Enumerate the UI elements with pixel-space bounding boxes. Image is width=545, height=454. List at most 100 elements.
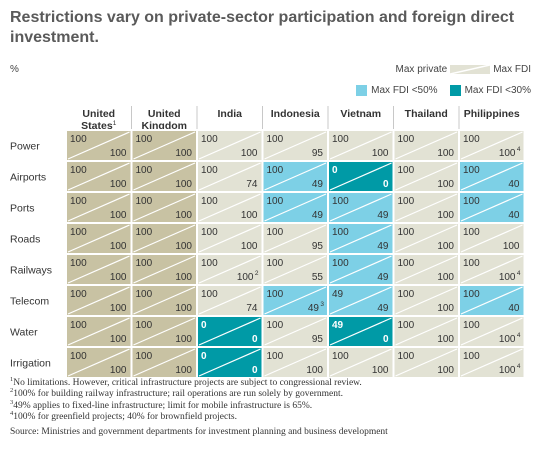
cell-diagonal — [329, 193, 392, 222]
cell-max-fdi: 100 — [437, 148, 454, 159]
cell-max-private: 100 — [201, 134, 218, 145]
cell-diagonal — [198, 255, 261, 284]
cell-diagonal — [264, 224, 327, 253]
cell-max-fdi: 100 — [372, 365, 389, 376]
legend-private-fdi: Max private Max FDI — [396, 64, 531, 75]
cell-max-private: 100 — [398, 134, 415, 145]
cell-diagonal — [395, 317, 458, 346]
legend-private-label: Max private — [395, 64, 448, 75]
cell-diagonal — [460, 131, 523, 160]
cell-diagonal — [67, 255, 130, 284]
row-label: Ports — [10, 203, 35, 215]
cell-max-fdi: 100 — [437, 303, 454, 314]
cell-max-private: 100 — [332, 227, 349, 238]
cell-max-fdi: 100 — [175, 210, 192, 221]
cell-max-private: 100 — [267, 134, 284, 145]
cell-max-private: 100 — [398, 196, 415, 207]
cell-max-private: 100 — [463, 289, 480, 300]
cell-max-fdi: 100 — [499, 272, 516, 283]
cell-max-private: 100 — [398, 258, 415, 269]
cell-max-private: 100 — [398, 351, 415, 362]
cell-max-private: 100 — [136, 289, 153, 300]
cell-footnote-mark: 2 — [255, 270, 259, 277]
cell-max-fdi: 49 — [377, 241, 389, 252]
cell-diagonal — [67, 131, 130, 160]
cell-diagonal — [460, 255, 523, 284]
cell-footnote-mark: 4 — [517, 146, 521, 153]
cell-max-private: 100 — [201, 258, 218, 269]
cell-diagonal — [198, 193, 261, 222]
cell-diagonal — [198, 348, 261, 377]
cell-max-fdi: 100 — [437, 241, 454, 252]
cell-max-private: 100 — [463, 196, 480, 207]
cell-max-fdi: 100 — [175, 272, 192, 283]
cell-diagonal — [67, 348, 130, 377]
cell-diagonal — [329, 348, 392, 377]
cell-max-private: 100 — [267, 165, 284, 176]
legend-fdi-label: Max FDI — [493, 64, 531, 75]
cell-max-fdi: 0 — [383, 179, 389, 190]
cell-max-fdi: 100 — [499, 148, 516, 159]
cell-diagonal — [198, 317, 261, 346]
cell-max-fdi: 100 — [437, 210, 454, 221]
cell-diagonal — [133, 348, 196, 377]
legend-fdi-lt-50-swatch — [356, 85, 368, 96]
cell-max-fdi: 0 — [383, 334, 389, 345]
legend-fdi-thresholds: Max FDI <50% Max FDI <30% — [344, 85, 531, 96]
cell-diagonal — [395, 162, 458, 191]
cell-max-private: 100 — [267, 351, 284, 362]
cell-max-fdi: 100 — [175, 334, 192, 345]
column-header: Vietnam — [340, 108, 381, 120]
cell-diagonal — [67, 224, 130, 253]
cell-max-private: 100 — [70, 258, 87, 269]
footnote-2: 2100% for building railway infrastructur… — [10, 387, 344, 400]
cell-max-private: 100 — [136, 134, 153, 145]
cell-max-fdi: 100 — [110, 179, 127, 190]
cell-max-fdi: 100 — [110, 241, 127, 252]
cell-max-private: 100 — [267, 196, 284, 207]
cell-max-fdi: 100 — [110, 272, 127, 283]
cell-max-private: 100 — [70, 165, 87, 176]
cell-diagonal — [460, 286, 523, 315]
row-label: Irrigation — [10, 358, 51, 370]
cell-max-fdi: 100 — [306, 365, 323, 376]
cell-max-private: 49 — [332, 320, 344, 331]
cell-diagonal — [133, 255, 196, 284]
cell-diagonal — [264, 255, 327, 284]
cell-max-fdi: 0 — [252, 365, 258, 376]
cell-diagonal — [395, 193, 458, 222]
cell-diagonal — [395, 255, 458, 284]
cell-max-private: 100 — [136, 227, 153, 238]
cell-max-private: 100 — [70, 289, 87, 300]
cell-max-private: 100 — [332, 351, 349, 362]
footnote-4: 4100% for greenfield projects; 40% for b… — [10, 410, 237, 423]
cell-diagonal — [329, 131, 392, 160]
cell-max-private: 100 — [398, 165, 415, 176]
cell-diagonal — [395, 131, 458, 160]
cell-max-fdi: 100 — [110, 334, 127, 345]
cell-max-private: 100 — [136, 258, 153, 269]
chart-title: Restrictions vary on private-sector part… — [10, 9, 515, 46]
column-header: Indonesia — [271, 108, 320, 120]
cell-diagonal — [67, 286, 130, 315]
footnote-3: 349% applies to fixed-line infrastructur… — [10, 398, 313, 411]
cell-diagonal — [67, 193, 130, 222]
cell-max-private: 49 — [332, 289, 344, 300]
cell-max-fdi: 49 — [377, 210, 389, 221]
cell-max-fdi: 95 — [312, 148, 324, 159]
cell-max-fdi: 100 — [110, 210, 127, 221]
cell-max-fdi: 100 — [437, 272, 454, 283]
cell-diagonal — [264, 286, 327, 315]
cell-max-fdi: 74 — [246, 179, 258, 190]
cell-footnote-mark: 3 — [320, 301, 324, 308]
cell-max-private: 100 — [267, 320, 284, 331]
cell-max-private: 100 — [463, 227, 480, 238]
cell-max-fdi: 100 — [437, 334, 454, 345]
cell-diagonal — [133, 286, 196, 315]
cell-max-fdi: 100 — [175, 241, 192, 252]
cell-max-private: 100 — [332, 134, 349, 145]
cell-diagonal — [264, 193, 327, 222]
cell-max-fdi: 49 — [308, 303, 320, 314]
cell-max-private: 100 — [463, 134, 480, 145]
